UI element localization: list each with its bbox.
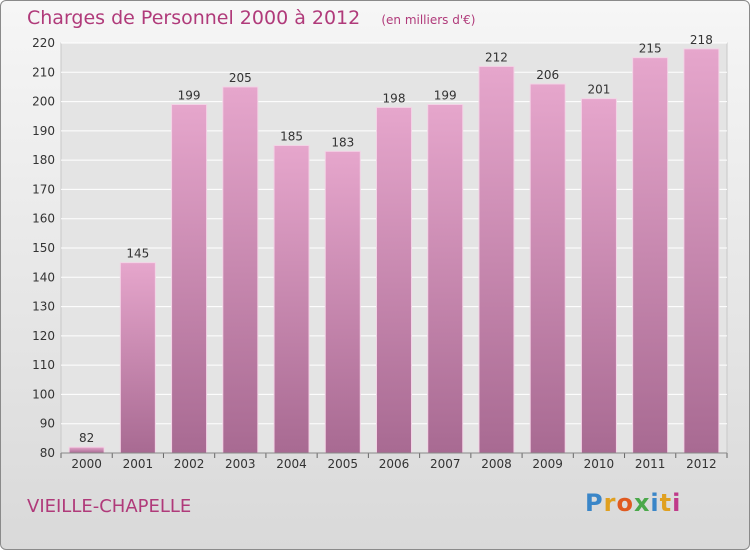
y-tick-label: 120 <box>32 329 55 343</box>
y-tick-label: 80 <box>40 446 55 460</box>
bar-value-label: 183 <box>331 135 354 149</box>
bar-value-label: 201 <box>587 83 610 97</box>
y-tick-label: 130 <box>32 300 55 314</box>
x-tick-label: 2012 <box>686 457 717 471</box>
chart-unit: (en milliers d'€) <box>381 13 476 27</box>
bar-value-label: 82 <box>79 431 94 445</box>
bar-value-labels: 82 145 199 205 185 183 198 199 212 206 201 215 218 <box>79 33 713 445</box>
bar-2000 <box>68 446 105 454</box>
bar-2003 <box>222 86 259 454</box>
bar-2008 <box>478 65 515 454</box>
x-tick-label: 2011 <box>635 457 666 471</box>
bar-2012 <box>683 48 720 454</box>
bar-value-label: 212 <box>485 50 508 64</box>
bar-value-label: 199 <box>178 89 201 103</box>
y-tick-label: 90 <box>40 417 55 431</box>
commune-name: VIEILLE-CHAPELLE <box>27 496 192 517</box>
y-tick-label: 110 <box>32 358 55 372</box>
y-tick-label: 190 <box>32 124 55 138</box>
bar-value-label: 205 <box>229 71 252 85</box>
y-tick-label: 160 <box>32 212 55 226</box>
bar-value-label: 218 <box>690 33 713 47</box>
proxiti-logo: Proxiti <box>585 489 682 517</box>
x-tick-label: 2000 <box>71 457 102 471</box>
y-tick-label: 150 <box>32 241 55 255</box>
x-tick-label: 2004 <box>276 457 307 471</box>
chart-title: Charges de Personnel 2000 à 2012 <box>27 7 361 29</box>
bar-value-label: 206 <box>536 68 559 82</box>
y-tick-label: 170 <box>32 182 55 196</box>
bar-value-label: 145 <box>126 247 149 261</box>
y-tick-label: 220 <box>32 36 55 50</box>
bar-2004 <box>273 145 310 454</box>
x-tick-label: 2008 <box>481 457 512 471</box>
title-row: Charges de Personnel 2000 à 2012 (en mil… <box>27 7 475 29</box>
y-tick-label: 140 <box>32 270 55 284</box>
x-tick-label: 2006 <box>379 457 410 471</box>
bar-2007 <box>427 104 464 454</box>
bar-2009 <box>529 83 566 454</box>
x-tick-label: 2007 <box>430 457 461 471</box>
x-tick-label: 2002 <box>174 457 205 471</box>
x-tick-label: 2010 <box>584 457 615 471</box>
bar-2010 <box>580 98 617 454</box>
bar-2011 <box>632 57 669 454</box>
y-axis-ticks: 80 90 100 110 120 130 140 150 160 170 180 190 200 210… <box>32 36 55 460</box>
y-tick-label: 210 <box>32 65 55 79</box>
bar-2006 <box>376 106 412 454</box>
bar-value-label: 185 <box>280 130 303 144</box>
bar-2002 <box>171 104 208 454</box>
x-axis-ticks: 2000 2001 2002 2003 2004 2005 2006 2007 2008 2009… <box>60 452 728 471</box>
bar-2005 <box>324 150 361 454</box>
y-tick-label: 200 <box>32 95 55 109</box>
y-tick-label: 100 <box>32 387 55 401</box>
bar-2001 <box>119 262 156 454</box>
bars <box>68 48 720 454</box>
x-tick-label: 2009 <box>532 457 563 471</box>
y-tick-label: 180 <box>32 153 55 167</box>
x-tick-label: 2003 <box>225 457 256 471</box>
bar-value-label: 198 <box>383 91 406 105</box>
x-tick-label: 2005 <box>327 457 358 471</box>
bar-value-label: 199 <box>434 89 457 103</box>
x-tick-label: 2001 <box>123 457 154 471</box>
bar-value-label: 215 <box>639 42 662 56</box>
